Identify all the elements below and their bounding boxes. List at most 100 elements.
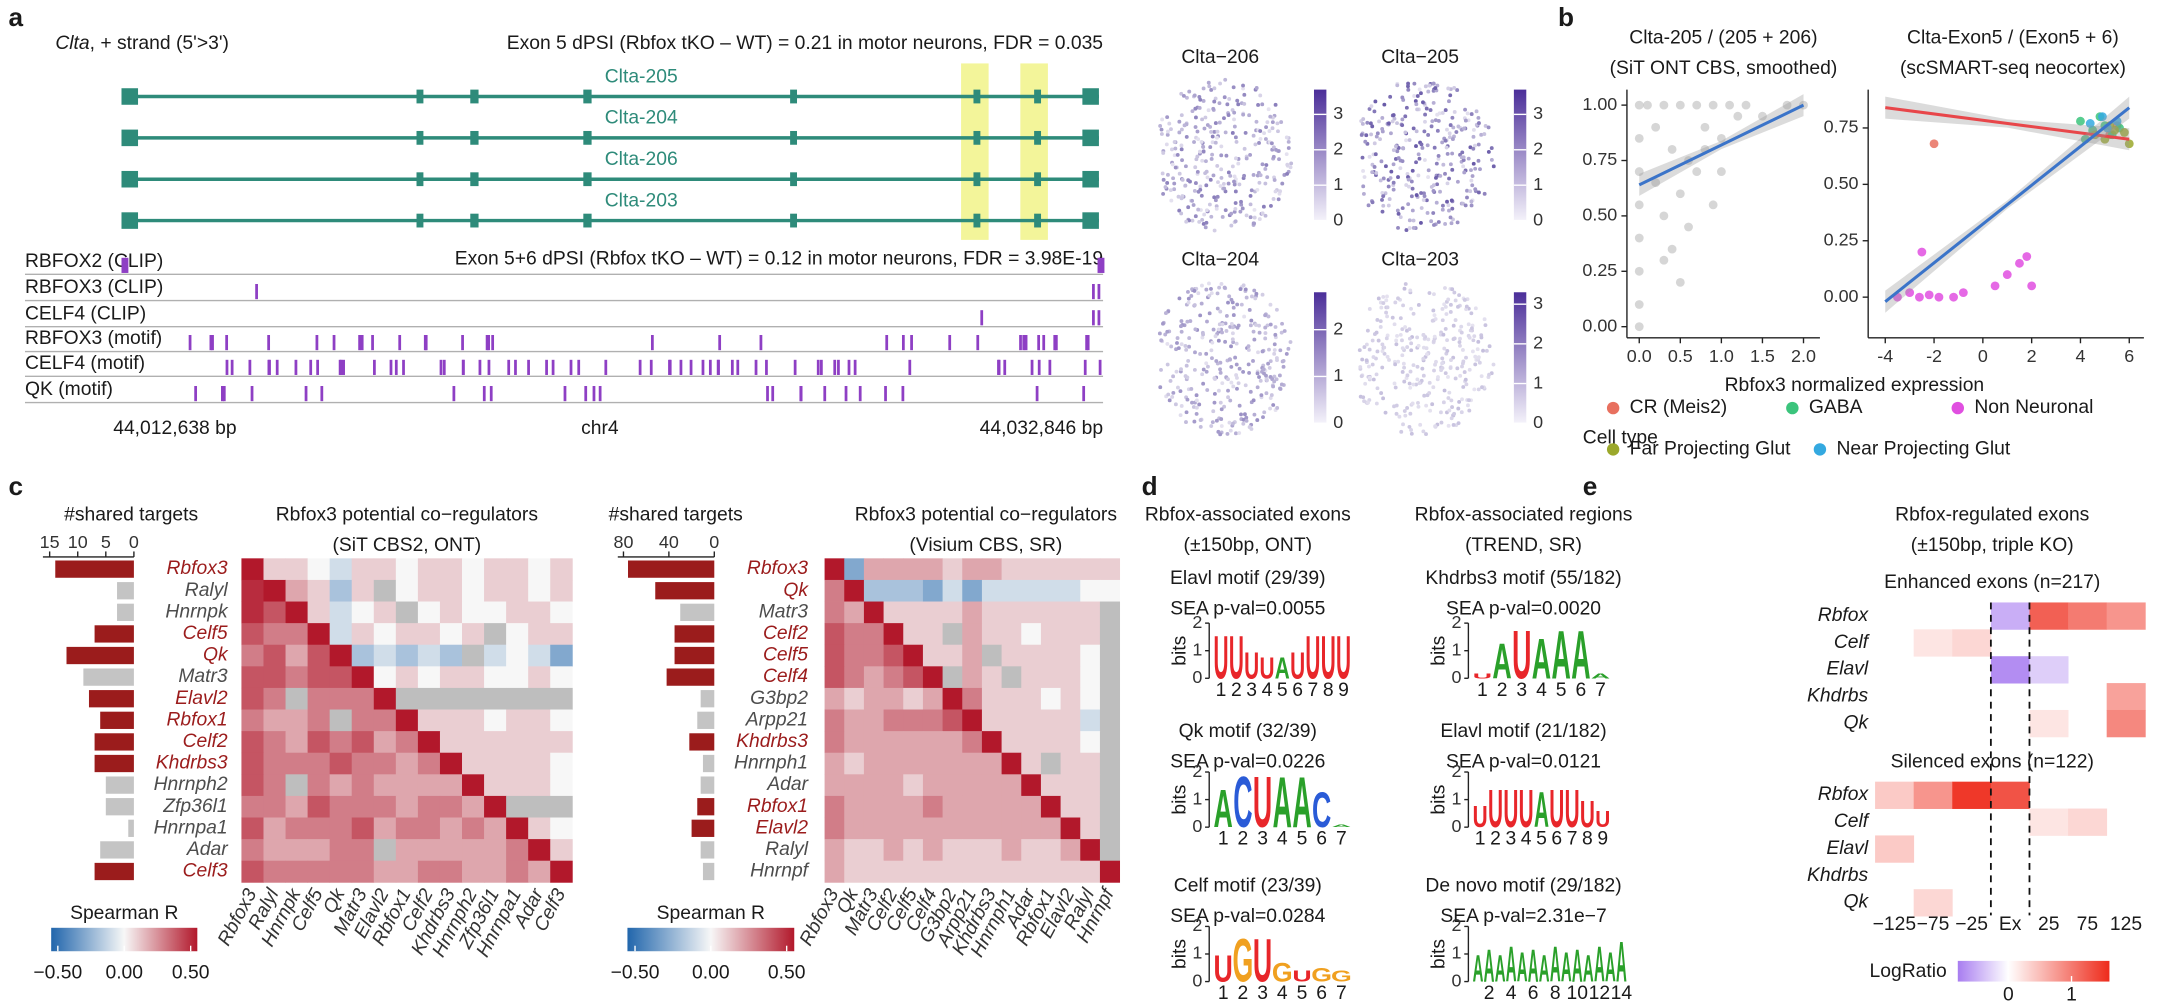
spot (1409, 341, 1414, 346)
spot (1408, 411, 1413, 416)
spot (1433, 317, 1438, 321)
spot (1234, 139, 1239, 144)
logo-pval: SEA p-val=0.0226 (1170, 751, 1325, 772)
spot (1262, 131, 1267, 136)
spot (1209, 130, 1213, 134)
heatmap-cell (1060, 731, 1081, 754)
track-tick (649, 359, 653, 375)
bar (697, 798, 715, 816)
heatmap-cell (395, 795, 419, 818)
spot (1201, 86, 1206, 91)
spot (1489, 157, 1494, 162)
spot (1212, 228, 1217, 233)
point (1675, 277, 1685, 287)
spot (1423, 119, 1427, 124)
spot (1455, 220, 1460, 225)
spot (1433, 118, 1438, 123)
spot (1204, 220, 1209, 225)
spot (1207, 311, 1212, 316)
y-tick-label: 0.50 (1582, 205, 1617, 225)
logo-position: 6 (1528, 983, 1539, 1004)
track-label: RBFOX3 (motif) (25, 328, 162, 349)
spot (1167, 398, 1172, 403)
spot (1423, 112, 1428, 117)
heatmap-cell (506, 558, 529, 581)
colorbar (51, 927, 198, 952)
heatmap-cell (1060, 623, 1081, 646)
logo-tick-label: 0 (1192, 970, 1202, 990)
spot (1402, 379, 1407, 384)
heatmap-cell (1099, 666, 1121, 689)
spot (1227, 294, 1232, 299)
spot (1476, 190, 1481, 195)
exon (416, 89, 424, 104)
spot (1435, 182, 1440, 187)
heatmap-cell (484, 666, 507, 689)
heatmap-cell (1099, 687, 1121, 710)
spot (1466, 156, 1471, 161)
heatmap-cell (2029, 709, 2069, 738)
spot (1440, 361, 1445, 366)
colorbar-title: LogRatio (1870, 961, 1947, 982)
spot (1446, 375, 1450, 379)
spot (1184, 420, 1188, 425)
spot (1222, 95, 1227, 100)
spot (1236, 161, 1241, 166)
spot (1219, 175, 1224, 180)
spot (1195, 169, 1200, 174)
spot (1430, 402, 1435, 407)
heatmap-cell (285, 687, 309, 710)
heatmap-cell (263, 774, 286, 797)
spot (1446, 396, 1451, 400)
spot (1193, 181, 1198, 186)
spot (1480, 385, 1484, 390)
spot (1384, 298, 1389, 303)
spot (1422, 393, 1427, 398)
gene-label: Ralyl (185, 580, 229, 601)
bar (94, 862, 134, 881)
heatmap-cell (395, 687, 419, 710)
heatmap-cell (2029, 602, 2069, 630)
spot (1220, 215, 1225, 219)
heatmap-cell (942, 601, 963, 624)
heatmap-cell (484, 558, 507, 581)
spot (1266, 314, 1271, 319)
spot (1375, 318, 1380, 322)
spot (1237, 431, 1242, 435)
colorbar-tick-label: −0.50 (33, 962, 82, 983)
spot (1170, 147, 1174, 152)
spot (1183, 183, 1188, 188)
logo-letter: U (1565, 778, 1580, 839)
colorbar-tick-label: 1 (2066, 984, 2077, 1005)
heatmap-cell (1001, 709, 1022, 732)
spot (1252, 288, 1257, 293)
heatmap-cell (962, 752, 983, 775)
chart-subtitle: (SiT ONT CBS, smoothed) (1610, 58, 1838, 79)
heatmap-cell (981, 817, 1003, 840)
fit-line (1638, 103, 1805, 187)
spot (1391, 148, 1396, 153)
spot (1407, 218, 1412, 223)
colorbar-tick-label: −0.50 (611, 962, 660, 983)
spot (1159, 127, 1164, 132)
logo-letter: A (1550, 937, 1561, 993)
spot (1200, 283, 1204, 288)
spot (1472, 387, 1477, 392)
heatmap-cell (439, 687, 463, 710)
spot (1187, 344, 1192, 349)
spot (1400, 117, 1405, 122)
spot (1251, 359, 1255, 363)
heatmap-cell (373, 860, 397, 883)
heatmap-cell (1099, 839, 1121, 862)
track-tick (487, 359, 491, 375)
track-tick (908, 359, 912, 375)
spot (1393, 362, 1398, 367)
spot (1400, 370, 1405, 374)
heatmap-cell (395, 709, 419, 732)
track-tick (1037, 335, 1041, 351)
heatmap-cell (351, 839, 375, 862)
heatmap-cell (1080, 774, 1101, 797)
heatmap-cell (550, 644, 573, 667)
spot (1262, 371, 1266, 376)
spot (1266, 361, 1271, 366)
